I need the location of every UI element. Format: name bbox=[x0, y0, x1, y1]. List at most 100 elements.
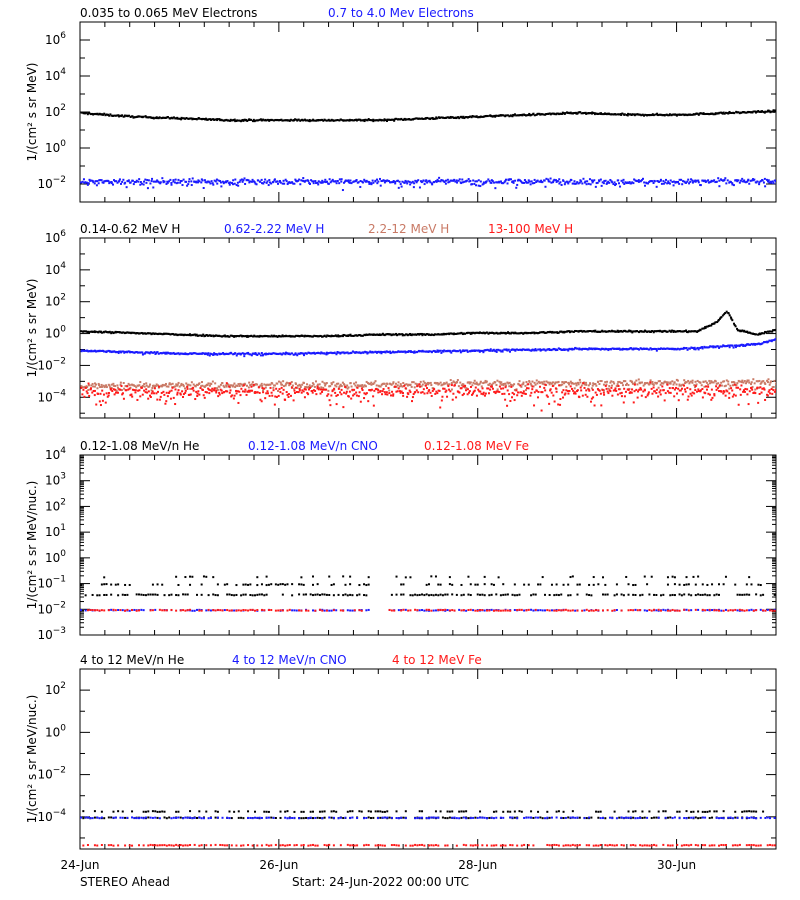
data-point bbox=[672, 184, 675, 187]
data-point bbox=[262, 335, 265, 338]
data-point bbox=[760, 381, 763, 384]
data-point bbox=[479, 593, 482, 596]
data-point bbox=[659, 383, 662, 386]
data-point bbox=[258, 352, 261, 355]
data-point bbox=[576, 593, 579, 596]
data-point bbox=[562, 583, 565, 586]
data-point bbox=[404, 576, 407, 579]
data-point bbox=[653, 330, 656, 333]
data-point bbox=[640, 179, 643, 182]
data-point bbox=[448, 333, 451, 336]
data-point bbox=[581, 330, 584, 333]
data-point bbox=[494, 350, 497, 353]
data-point bbox=[516, 594, 519, 597]
data-point bbox=[675, 114, 678, 117]
data-point bbox=[221, 335, 224, 338]
data-point bbox=[325, 382, 328, 385]
data-point bbox=[244, 383, 247, 386]
data-point bbox=[447, 349, 450, 352]
data-point bbox=[465, 179, 468, 182]
data-point bbox=[216, 388, 219, 391]
data-point bbox=[242, 179, 245, 182]
data-point bbox=[619, 388, 622, 391]
data-point bbox=[395, 385, 398, 388]
data-point bbox=[304, 388, 307, 391]
data-point bbox=[221, 382, 224, 385]
data-point bbox=[535, 331, 538, 334]
data-point bbox=[439, 406, 442, 409]
data-point bbox=[451, 332, 454, 335]
data-point bbox=[122, 397, 125, 400]
data-point bbox=[544, 185, 547, 188]
data-point bbox=[627, 583, 630, 586]
data-point bbox=[369, 333, 372, 336]
data-point bbox=[652, 181, 655, 184]
data-point bbox=[731, 384, 734, 387]
data-point bbox=[318, 594, 321, 597]
data-point bbox=[84, 112, 87, 115]
data-point bbox=[478, 350, 481, 353]
data-point bbox=[544, 389, 547, 392]
data-point bbox=[327, 352, 330, 355]
data-point bbox=[250, 180, 253, 183]
data-point bbox=[457, 116, 460, 119]
data-point bbox=[597, 583, 600, 586]
data-point bbox=[392, 351, 395, 354]
data-point bbox=[274, 395, 277, 398]
data-point bbox=[446, 332, 449, 335]
data-point bbox=[177, 594, 180, 597]
data-point bbox=[661, 385, 664, 388]
data-point bbox=[609, 390, 612, 393]
data-point bbox=[317, 118, 320, 121]
data-point bbox=[617, 179, 620, 182]
data-point bbox=[341, 335, 344, 338]
data-point bbox=[156, 583, 159, 586]
data-point bbox=[412, 381, 415, 384]
data-point bbox=[224, 335, 227, 338]
data-point bbox=[389, 181, 392, 184]
data-point bbox=[293, 182, 296, 185]
data-point bbox=[644, 347, 647, 350]
data-point bbox=[460, 583, 463, 586]
data-point bbox=[620, 113, 623, 116]
data-point bbox=[298, 593, 301, 596]
data-point bbox=[690, 594, 693, 597]
data-point bbox=[354, 118, 357, 121]
data-point bbox=[683, 593, 686, 596]
data-point bbox=[497, 390, 500, 393]
data-point bbox=[433, 181, 436, 184]
data-point bbox=[334, 391, 337, 394]
data-point bbox=[735, 386, 738, 389]
data-point bbox=[764, 398, 767, 401]
data-point bbox=[347, 119, 350, 122]
data-point bbox=[671, 113, 674, 116]
data-point bbox=[327, 389, 330, 392]
data-point bbox=[638, 388, 641, 391]
data-point bbox=[685, 583, 688, 586]
data-point bbox=[80, 385, 83, 388]
data-point bbox=[330, 394, 333, 397]
data-point bbox=[623, 348, 626, 351]
data-point bbox=[664, 347, 667, 350]
data-point bbox=[702, 112, 705, 115]
data-point bbox=[302, 583, 305, 586]
data-point bbox=[418, 383, 421, 386]
data-point bbox=[523, 181, 526, 184]
data-point bbox=[616, 393, 619, 396]
data-point bbox=[99, 179, 102, 182]
data-point bbox=[697, 329, 700, 332]
data-point bbox=[613, 389, 616, 392]
data-point bbox=[409, 576, 412, 579]
data-point bbox=[82, 388, 85, 391]
data-point bbox=[700, 112, 703, 115]
data-point bbox=[400, 117, 403, 120]
data-point bbox=[327, 393, 330, 396]
data-point bbox=[99, 404, 102, 407]
data-point bbox=[551, 385, 554, 388]
data-point bbox=[708, 113, 711, 116]
data-point bbox=[208, 392, 211, 395]
data-point bbox=[91, 391, 94, 394]
data-point bbox=[309, 593, 312, 596]
data-point bbox=[706, 325, 709, 328]
data-point bbox=[635, 379, 638, 382]
